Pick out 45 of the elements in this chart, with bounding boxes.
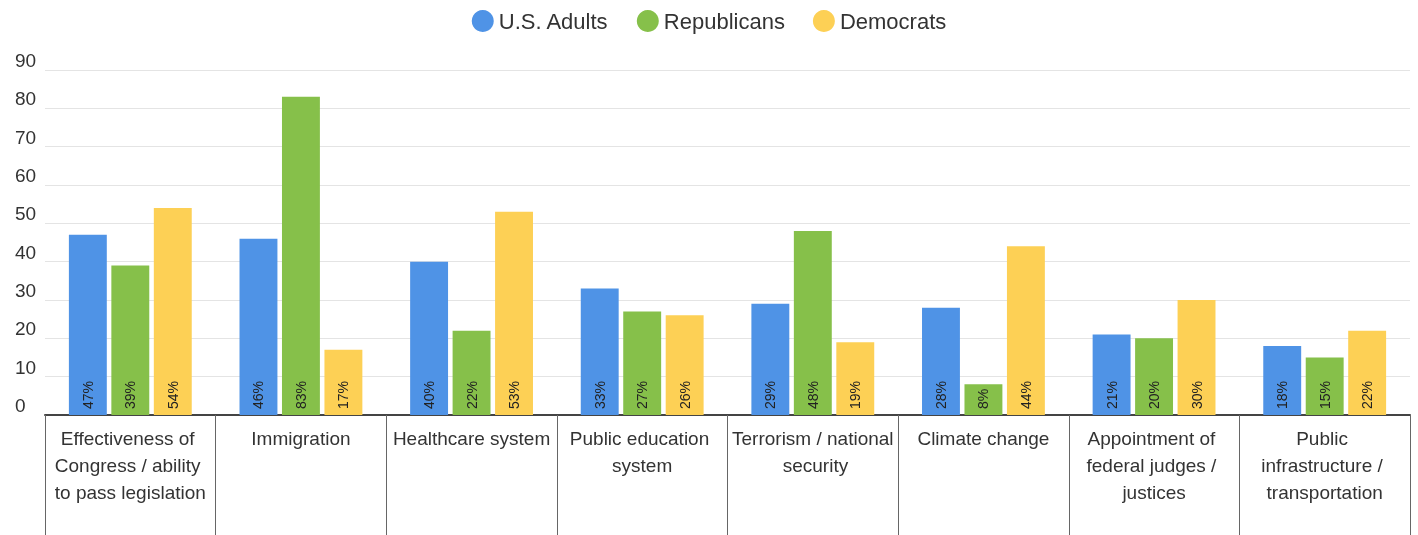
data-label: 54% — [164, 380, 181, 409]
y-tick-label: 40 — [15, 241, 37, 263]
data-label: 19% — [847, 380, 864, 409]
x-tick-label: Appointment of federal judges / justices — [1086, 428, 1222, 503]
y-tick-label: 10 — [15, 356, 37, 378]
y-tick-label: 20 — [15, 318, 37, 340]
data-label: 33% — [591, 380, 608, 409]
x-tick-label: Public infrastructure / transportation — [1261, 428, 1389, 503]
legend-label: Republicans — [663, 8, 785, 34]
data-label: 39% — [122, 380, 139, 409]
y-tick-label: 0 — [15, 395, 26, 416]
x-tick-label: Immigration — [251, 428, 351, 449]
data-label: 29% — [762, 380, 779, 409]
y-tick-label: 80 — [15, 88, 37, 110]
data-label: 22% — [463, 380, 480, 409]
y-tick-label: 50 — [15, 203, 37, 225]
data-label: 46% — [250, 380, 267, 409]
data-label: 8% — [975, 388, 992, 409]
data-label: 53% — [506, 380, 523, 409]
data-label: 40% — [421, 380, 438, 409]
x-tick-label: Public education system — [569, 428, 715, 476]
data-label: 21% — [1103, 380, 1120, 409]
data-label: 22% — [1359, 380, 1376, 409]
legend-label: Democrats — [839, 8, 947, 34]
y-tick-label: 60 — [15, 165, 37, 186]
y-tick-label: 70 — [15, 126, 37, 148]
data-label: 17% — [335, 380, 352, 409]
data-label: 26% — [676, 380, 693, 409]
legend-label: U.S. Adults — [498, 8, 608, 34]
data-label: 48% — [804, 380, 821, 409]
x-tick-label: Healthcare system — [392, 428, 551, 449]
x-tick-label: Effectiveness of Congress / ability to pass legislation — [54, 428, 206, 503]
data-label: 30% — [1188, 380, 1205, 409]
data-label: 20% — [1146, 380, 1163, 409]
data-label: 83% — [292, 380, 309, 409]
x-tick-label: Climate change — [917, 428, 1050, 449]
data-label: 18% — [1274, 380, 1291, 409]
data-label: 28% — [932, 380, 949, 409]
x-tick-label: Terrorism / national security — [732, 428, 894, 476]
y-tick-label: 30 — [15, 280, 37, 301]
y-tick-label: 90 — [15, 50, 37, 71]
data-label: 44% — [1017, 380, 1034, 409]
data-label: 15% — [1316, 380, 1333, 409]
data-label: 27% — [634, 380, 651, 409]
data-label: 47% — [79, 380, 96, 409]
